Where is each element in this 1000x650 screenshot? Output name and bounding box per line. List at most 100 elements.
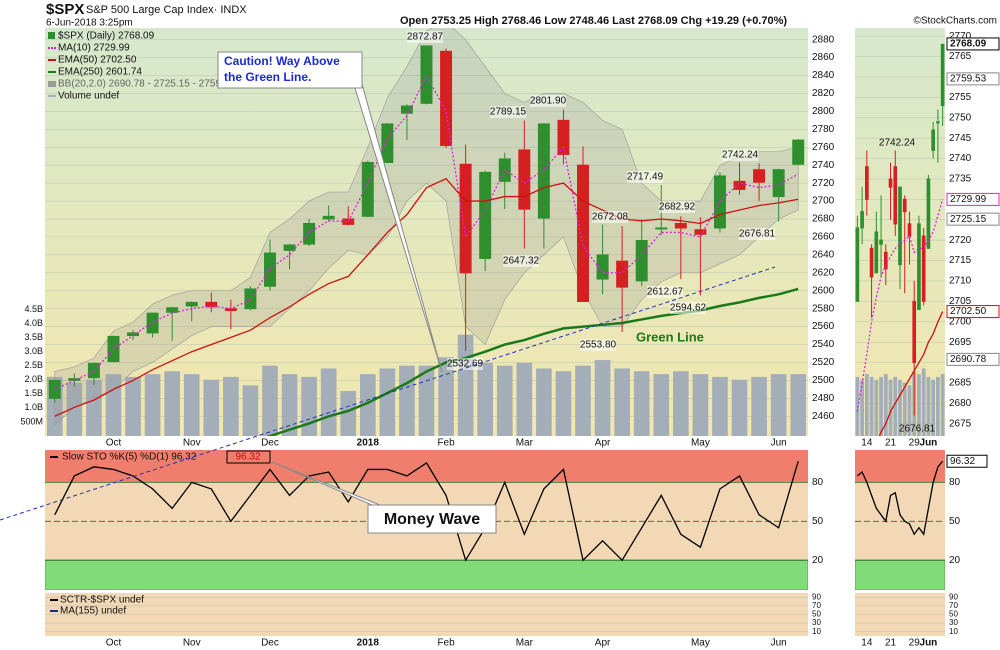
annotation-bg (722, 149, 758, 161)
candle-body (185, 301, 198, 307)
y-tick-label: 2735 (949, 174, 972, 185)
y-tick-label: 2720 (949, 235, 972, 246)
x-tick-label: Jun (920, 638, 938, 649)
y-tick-label: 30 (812, 618, 821, 627)
price-annotation: 2789.15 (490, 107, 527, 118)
candle-body (865, 166, 869, 200)
oversold-zone (45, 559, 808, 590)
indicator-line (54, 177, 799, 417)
candle-body (921, 235, 926, 302)
trend-line (0, 266, 776, 521)
volume-bar (864, 374, 869, 436)
y-tick-label: 2880 (812, 34, 835, 45)
x-tick-label: May (691, 438, 710, 449)
volume-bar (536, 368, 552, 436)
y-tick-label: 2705 (949, 296, 972, 307)
y2-tick-label: 4.5B (24, 304, 43, 314)
callout-text: Caution! Way Above (224, 54, 340, 68)
x-tick-label: Dec (261, 438, 279, 449)
y-tick-label: 20 (812, 555, 824, 566)
x-tick-label: Oct (106, 638, 122, 649)
candle-body (713, 175, 726, 229)
legend-label: SCTR-$SPX undef (60, 595, 144, 606)
subtitle: S&P 500 Large Cap Index· INDX (86, 4, 247, 16)
annotation-bg (659, 201, 695, 213)
volume-bar (751, 376, 767, 436)
candle-body (283, 244, 296, 251)
candle-body (888, 178, 893, 188)
candle-body (869, 247, 874, 278)
price-annotation: 2612.67 (647, 287, 684, 298)
y-tick-label: 2770 (949, 31, 972, 42)
symbol: $SPX (46, 1, 84, 18)
volume-bar (712, 376, 728, 436)
date: 6-Jun-2018 3:25pm (46, 18, 133, 29)
price-annotation: 2717.49 (627, 172, 664, 183)
y-tick-label: 50 (949, 610, 958, 619)
price-badge (946, 212, 1000, 226)
price-annotation: 2553.80 (580, 340, 617, 351)
x-tick-label: Feb (437, 638, 455, 649)
volume-bar (320, 368, 337, 436)
y-tick-label: 2860 (812, 52, 835, 63)
price-annotation: 2647.32 (503, 256, 540, 267)
volume-bar (418, 365, 435, 436)
y-tick-label: 2780 (812, 124, 835, 135)
x-tick-label: 21 (885, 638, 897, 649)
plot-area (45, 28, 808, 436)
volume-bar (203, 379, 220, 436)
candle-body (912, 300, 917, 364)
candle-body (303, 222, 316, 245)
y-tick-label: 50 (812, 516, 824, 527)
y-tick-label: 2540 (812, 339, 835, 350)
y-tick-label: 2500 (812, 375, 835, 386)
price-badge (946, 37, 1000, 51)
volume-bar (262, 365, 278, 436)
y-tick-label: 2680 (812, 214, 835, 225)
x-tick-label: Mar (516, 438, 534, 449)
candle-body (792, 139, 805, 165)
y-tick-label: 2660 (812, 232, 835, 243)
price-annotation: 2682.92 (659, 202, 696, 213)
y-tick-label: 90 (812, 592, 821, 601)
x-tick-label: May (691, 638, 710, 649)
y-tick-label: 2750 (949, 112, 972, 123)
volume-bar (399, 365, 415, 436)
volume-bar (673, 371, 689, 436)
y-tick-label: 2765 (949, 51, 972, 62)
volume-bar (86, 379, 102, 436)
y-tick-label: 80 (949, 477, 961, 488)
volume-bar (931, 379, 936, 436)
bollinger-band (54, 28, 799, 426)
volume-bar (893, 376, 898, 436)
price-annotation: 2872.87 (407, 32, 444, 43)
volume-bar (902, 382, 907, 436)
volume-bar (855, 376, 860, 436)
x-tick-label: 2018 (357, 438, 380, 449)
annotations: Caution! Way Above the Green Line. Green… (0, 51, 776, 534)
x-tick-label: Jun (771, 438, 787, 449)
x-tick-label: Apr (595, 438, 611, 449)
volume-bar (496, 365, 513, 436)
y-tick-label: 2740 (812, 160, 835, 171)
volume-bar (223, 376, 239, 436)
volume-bar (438, 357, 454, 436)
candle-body (635, 240, 648, 282)
value-badge (226, 450, 271, 464)
y-tick-label: 50 (812, 610, 821, 619)
candle-body (537, 123, 550, 219)
candle-body (87, 362, 100, 379)
candle-body (420, 45, 433, 104)
price-annotation: 2594.62 (670, 303, 707, 314)
candle-body (518, 149, 531, 210)
y-tick-label: 2740 (949, 153, 972, 164)
x-tick-label: Jun (920, 438, 938, 449)
y2-tick-label: 3.0B (24, 346, 43, 356)
volume-bar (105, 374, 122, 436)
y-tick-label: 10 (949, 627, 958, 636)
volume-bar (125, 376, 141, 436)
candle-body (931, 129, 935, 151)
candle-body (322, 215, 335, 220)
volume-bar (594, 360, 611, 436)
